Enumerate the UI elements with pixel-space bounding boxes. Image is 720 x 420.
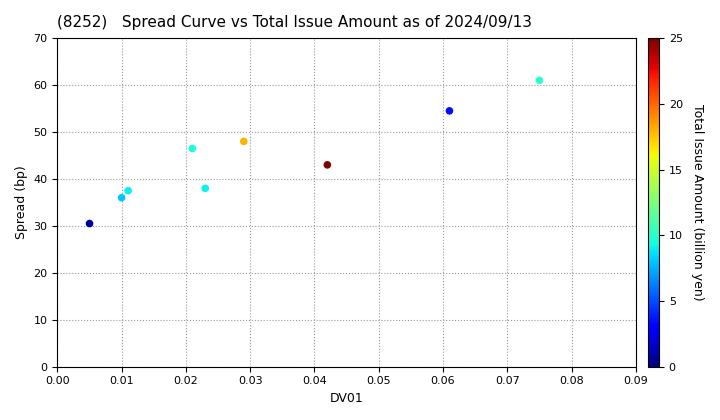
Point: [238, 138, 250, 145]
X-axis label: DV01: DV01: [330, 392, 364, 405]
Point: [322, 162, 333, 168]
Point: [84, 220, 95, 227]
Y-axis label: Spread (bp): Spread (bp): [15, 165, 28, 239]
Point: [116, 194, 127, 201]
Point: [199, 185, 211, 192]
Point: [186, 145, 198, 152]
Point: [534, 77, 545, 84]
Point: [444, 108, 455, 114]
Text: (8252)   Spread Curve vs Total Issue Amount as of 2024/09/13: (8252) Spread Curve vs Total Issue Amoun…: [58, 15, 532, 30]
Point: [122, 187, 134, 194]
Y-axis label: Total Issue Amount (billion yen): Total Issue Amount (billion yen): [690, 104, 703, 301]
